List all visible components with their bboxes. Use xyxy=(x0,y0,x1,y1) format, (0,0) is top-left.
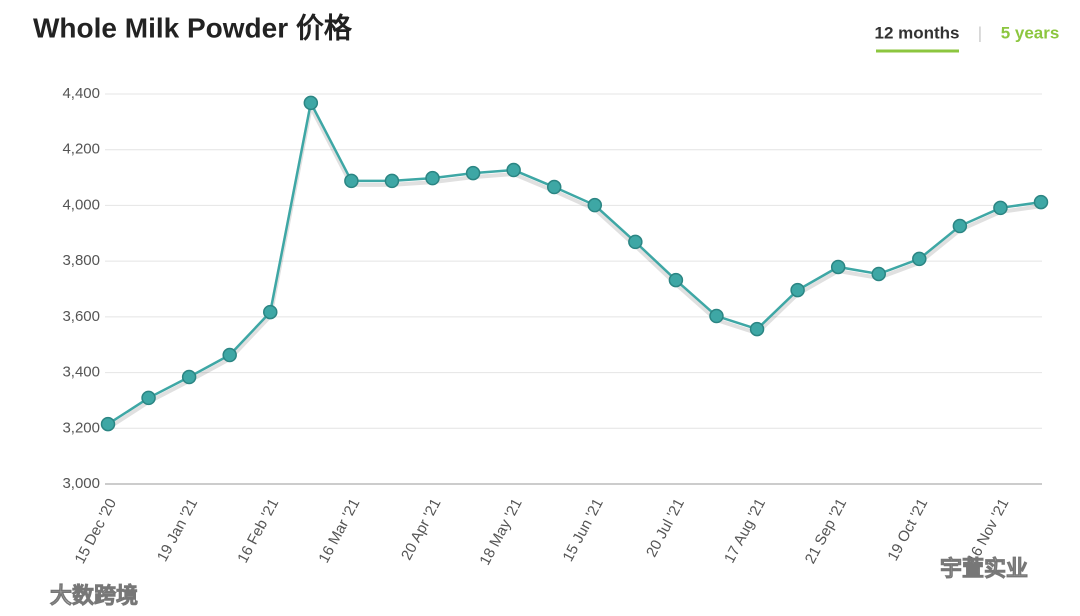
point-marker xyxy=(141,390,156,406)
point-marker xyxy=(303,95,319,111)
shadow-line xyxy=(106,100,1042,430)
y-tick-label: 3,800 xyxy=(62,252,100,269)
y-tick-label: 4,200 xyxy=(62,141,100,158)
tab-5-years[interactable]: 5 years xyxy=(1001,23,1060,42)
x-tick-label: 19 Oct '21 xyxy=(884,496,931,564)
point-marker xyxy=(344,173,359,189)
point-marker xyxy=(506,162,521,178)
point-marker xyxy=(952,218,968,234)
y-tick-label: 3,000 xyxy=(62,475,100,492)
x-tick-label: 17 Aug '21 xyxy=(721,496,769,566)
series-line xyxy=(107,99,1042,426)
watermark: 宇萱实业 xyxy=(940,556,1028,581)
y-tick-label: 3,600 xyxy=(62,308,100,325)
x-tick-label: 20 Apr '21 xyxy=(398,496,445,563)
point-marker xyxy=(790,282,805,298)
point-marker xyxy=(181,369,197,385)
chart-title: Whole Milk Powder 价格 xyxy=(33,12,353,43)
point-marker xyxy=(830,259,846,275)
x-tick-label: 16 Mar '21 xyxy=(315,496,363,566)
point-marker xyxy=(749,321,765,337)
point-marker xyxy=(465,165,481,181)
x-tick-label: 18 May '21 xyxy=(476,496,525,568)
tab-separator: | xyxy=(978,23,982,42)
point-marker xyxy=(668,272,684,288)
y-tick-label: 3,200 xyxy=(62,419,100,436)
y-tick-label: 3,400 xyxy=(62,364,100,381)
point-marker xyxy=(912,251,927,267)
point-marker xyxy=(384,173,400,189)
watermark: 大数跨境 xyxy=(50,583,138,608)
point-marker xyxy=(628,234,643,250)
y-tick-label: 4,000 xyxy=(62,196,100,213)
point-marker xyxy=(709,308,724,324)
point-marker xyxy=(546,179,562,195)
point-marker xyxy=(222,347,237,363)
point-marker xyxy=(425,170,440,186)
y-tick-label: 4,400 xyxy=(62,85,100,102)
tab-12-months[interactable]: 12 months xyxy=(874,23,959,42)
x-tick-label: 16 Feb '21 xyxy=(234,496,282,566)
point-marker xyxy=(871,266,886,282)
point-marker xyxy=(263,304,278,320)
point-marker xyxy=(993,200,1008,216)
x-tick-label: 15 Dec '20 xyxy=(72,496,120,567)
point-marker xyxy=(1033,194,1049,210)
x-tick-label: 20 Jul '21 xyxy=(643,496,688,560)
point-marker xyxy=(587,197,603,213)
x-tick-label: 15 Jun '21 xyxy=(560,496,607,565)
point-marker xyxy=(100,416,116,432)
x-tick-label: 21 Sep '21 xyxy=(802,496,850,567)
x-tick-label: 19 Jan '21 xyxy=(154,496,201,565)
